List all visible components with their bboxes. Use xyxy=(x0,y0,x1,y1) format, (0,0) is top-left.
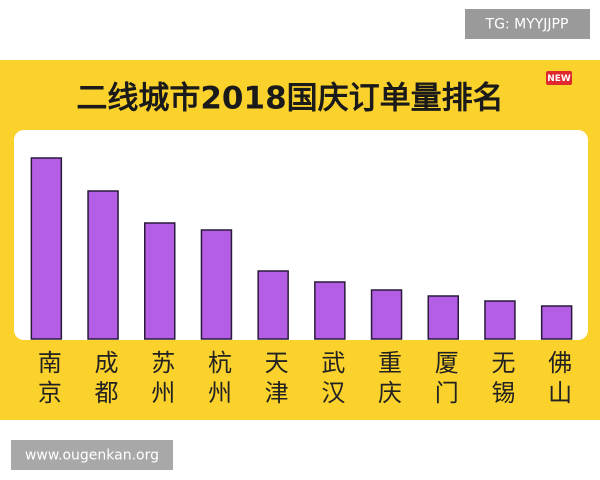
bar xyxy=(200,229,233,340)
bar xyxy=(257,270,289,340)
watermark: TG: MYYJJPP xyxy=(485,17,569,33)
x-tick-label: 佛山 xyxy=(544,350,572,410)
watermark-box xyxy=(465,9,590,39)
new-badge-text: NEW xyxy=(547,74,571,84)
x-tick-label: 无锡 xyxy=(487,350,515,410)
x-tick-label: 杭州 xyxy=(203,350,231,410)
bar xyxy=(484,300,516,340)
bar xyxy=(427,295,459,340)
x-tick-label: 苏州 xyxy=(147,350,175,410)
bar xyxy=(144,222,176,340)
x-tick-label: 重庆 xyxy=(374,350,402,410)
x-tick-label: 成都 xyxy=(90,350,118,410)
bar xyxy=(314,281,346,340)
watermark: www.ougenkan.org xyxy=(25,448,159,464)
chart-title: 二线城市2018国庆订单量排名 xyxy=(76,81,503,117)
x-tick-label: 天津 xyxy=(260,350,288,410)
x-tick-label: 厦门 xyxy=(430,350,458,410)
x-tick-label: 武汉 xyxy=(317,350,345,410)
bar xyxy=(370,289,403,340)
watermark-box xyxy=(11,440,173,470)
x-tick-label: 南京 xyxy=(33,350,61,410)
bar xyxy=(87,190,119,340)
new-badge xyxy=(546,71,572,85)
bar xyxy=(540,305,573,340)
bar xyxy=(30,157,63,340)
